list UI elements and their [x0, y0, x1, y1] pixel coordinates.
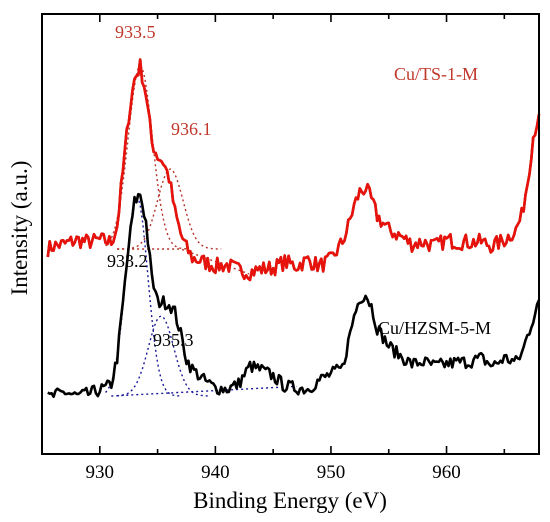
x-axis-label: Binding Energy (eV): [193, 488, 387, 513]
series-cu-hzsm-5-m-line: [47, 192, 541, 399]
fit-cu-hzsm-5-m-peak-1: [105, 196, 180, 397]
fit-cu-ts-1-m-peak-2: [117, 168, 222, 250]
series-cu-ts-1-m-line: [46, 58, 541, 282]
x-tick-label-950: 950: [317, 462, 346, 483]
x-tick-label-960: 960: [432, 462, 461, 483]
fit-cu-ts-1-m-background: [117, 248, 250, 275]
series-label-cu-hzsm-5-m: Cu/HZSM-5-M: [378, 318, 491, 338]
series-cu-ts-1-m-edge: [46, 58, 541, 282]
data-series: [46, 58, 541, 399]
peak-label-933-5: 933.5: [115, 22, 156, 42]
plot-frame: [41, 13, 540, 455]
peak-label-935-3: 935.3: [153, 330, 194, 350]
fit-cu-hzsm-5-m-background: [111, 385, 297, 397]
y-axis-label: Intensity (a.u.): [7, 161, 32, 296]
peak-label-933-2: 933.2: [107, 251, 148, 271]
x-tick-label-940: 940: [201, 462, 230, 483]
x-tick-label-930: 930: [86, 462, 115, 483]
series-label-cu-ts-1-m: Cu/TS-1-M: [394, 64, 478, 84]
fit-components: [105, 64, 297, 397]
peak-label-936-1: 936.1: [171, 119, 212, 139]
x-axis-ticks: 930 940 950 960: [41, 14, 506, 483]
